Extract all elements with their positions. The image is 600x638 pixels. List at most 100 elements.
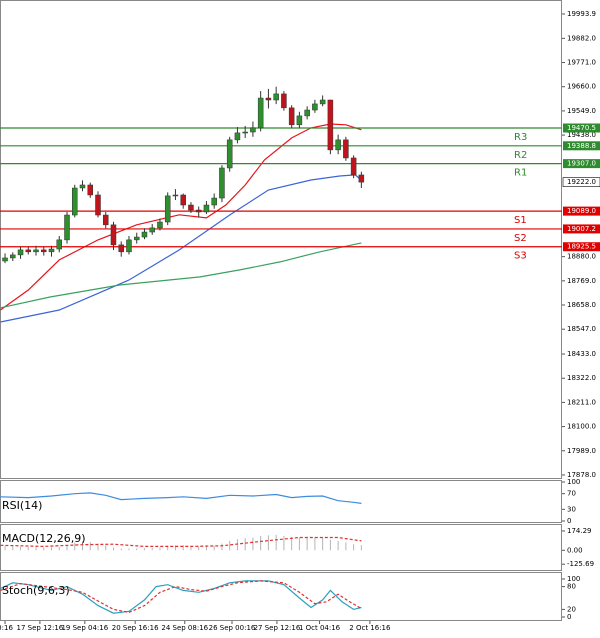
y-tick-label: 100 (567, 478, 580, 486)
y-tick-label: 174.29 (567, 527, 592, 535)
candle-body (110, 224, 117, 246)
x-tick-label: 24 Sep 08:16 (161, 624, 208, 632)
y-tick-label: 18769.0 (567, 277, 596, 285)
y-tick-label: 80 (567, 583, 576, 591)
candle-body (149, 227, 155, 233)
y-tick-label: 30 (567, 505, 576, 513)
level-value: 19089.0 (567, 207, 596, 215)
candle-body (319, 99, 326, 105)
macd-frame (0, 524, 562, 571)
level-badge (563, 206, 600, 216)
candle-body (180, 194, 186, 206)
candle-body (234, 132, 241, 141)
candle-body (56, 239, 63, 250)
x-tick-label: 1 Oct 04:16 (299, 624, 341, 632)
rsi-frame (0, 480, 562, 523)
candle-body (102, 214, 109, 226)
level-name: R1 (514, 168, 527, 179)
level-value: 18925.5 (567, 243, 596, 251)
candle-body (250, 127, 256, 133)
moving-average (0, 174, 362, 323)
level-name: R2 (514, 150, 527, 161)
y-tick-label: 19771.0 (567, 59, 596, 67)
candle-body (2, 257, 8, 262)
level-value: 19007.2 (567, 225, 596, 233)
stoch-frame (0, 572, 562, 621)
panel-title: RSI(14) (2, 499, 42, 512)
y-tick-label: 70 (567, 490, 576, 498)
candle-body (273, 93, 279, 101)
candle-body (33, 249, 39, 253)
y-tick-label: 100 (567, 575, 580, 583)
moving-average (0, 242, 362, 309)
candle-body (25, 249, 32, 253)
y-tick-label: 17989.0 (567, 447, 596, 455)
candle-body (126, 239, 132, 253)
panel-title: Stoch(9,6,3) (2, 584, 70, 597)
candle-body (17, 249, 24, 256)
main-frame (0, 0, 562, 479)
candle-body (281, 93, 287, 109)
candle-body (257, 97, 264, 129)
y-tick-label: 18658.0 (567, 301, 596, 309)
x-tick-label: 20 Sep 16:16 (112, 624, 159, 632)
candle-body (72, 187, 78, 216)
candle-body (242, 131, 248, 134)
candle-body (327, 99, 334, 151)
level-value: 19470.5 (567, 124, 596, 132)
y-tick-label: -125.69 (567, 560, 594, 568)
y-tick-label: 19882.0 (567, 34, 596, 42)
y-tick-label: 0 (567, 613, 571, 621)
candle-body (358, 174, 365, 183)
candle-body (304, 109, 310, 117)
y-tick-label: 19438.0 (567, 131, 596, 139)
candle-body (41, 249, 47, 253)
level-badge (563, 242, 600, 252)
y-tick-label: 0 (567, 517, 571, 525)
candle-body (188, 204, 194, 211)
level-value: 19307.0 (567, 160, 596, 168)
candle-body (350, 157, 357, 176)
x-tick-label: 2 Oct 16:16 (349, 624, 391, 632)
candle-body (312, 103, 318, 111)
level-name: S1 (514, 215, 527, 226)
x-tick-label: 17 Sep 12:16 (17, 624, 64, 632)
y-tick-label: 17878.0 (567, 471, 596, 479)
y-tick-label: 18433.0 (567, 350, 596, 358)
last-price: 19222.0 (567, 178, 596, 186)
candle-body (226, 139, 233, 169)
candle-body (118, 244, 124, 253)
y-tick-label: 19993.9 (567, 10, 596, 18)
candle-body (219, 167, 225, 199)
x-tick-label: 26 Sep 00:16 (209, 624, 256, 632)
candle-body (87, 184, 93, 196)
candle-body (335, 139, 341, 151)
candle-body (64, 214, 70, 241)
y-tick-label: 19549.0 (567, 107, 596, 115)
panel-title: MACD(12,26,9) (2, 532, 86, 545)
y-tick-label: 19660.0 (567, 83, 596, 91)
indicator-line (0, 580, 362, 614)
x-tick-label: 27 Sep 12:16 (254, 624, 301, 632)
candle-body (157, 221, 163, 229)
level-value: 19388.8 (567, 142, 596, 150)
moving-average (0, 123, 362, 311)
y-tick-label: 20 (567, 605, 576, 613)
candle-body (10, 254, 16, 259)
candle-body (265, 97, 272, 101)
candle-body (203, 204, 210, 213)
candle-body (296, 115, 303, 126)
candle-body (195, 209, 202, 213)
y-tick-label: 18880.0 (567, 253, 596, 261)
last-price-badge (562, 177, 600, 187)
x-tick-label: 19 Sep 04:16 (61, 624, 108, 632)
candle-body (133, 236, 140, 241)
level-badge (563, 141, 600, 151)
level-badge (563, 123, 600, 133)
candle-body (343, 139, 349, 159)
y-tick-label: 18211.0 (567, 398, 596, 406)
level-name: S3 (514, 251, 527, 262)
indicator-line (0, 492, 362, 504)
